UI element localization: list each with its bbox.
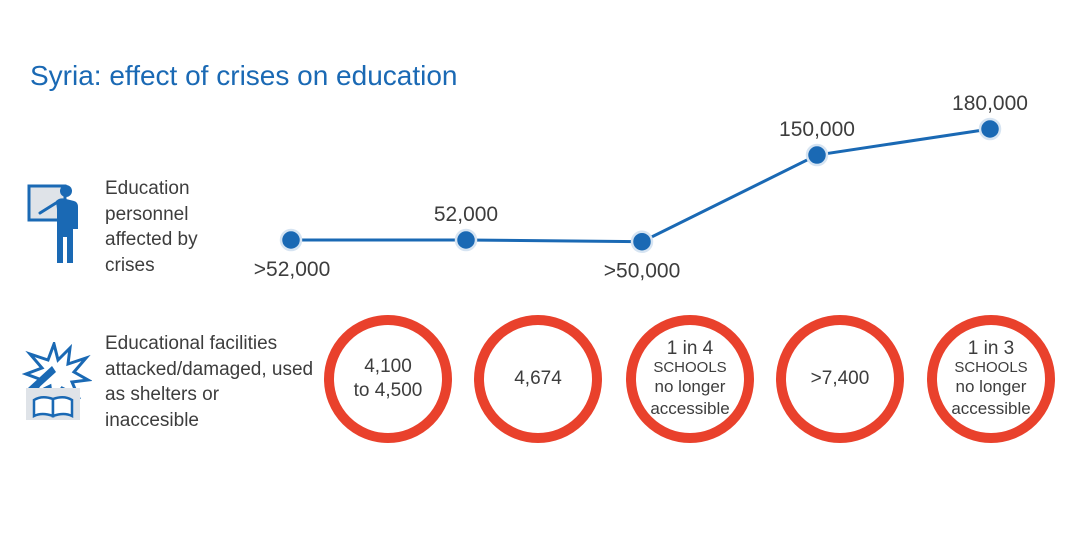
facility-note: no longer accessible [650,377,730,418]
facility-circle: 4,100 to 4,500 [324,315,452,443]
data-point [630,230,654,253]
data-label: 150,000 [779,118,855,141]
facility-unit: SCHOOLS [653,359,727,376]
page-title: Syria: effect of crises on education [30,60,458,91]
facility-ratio: 1 in 3 [967,338,1015,359]
data-label: >52,000 [254,258,331,281]
data-point [978,117,1002,141]
facility-circle: >7,400 [776,315,904,443]
school-damage-icon [22,342,92,420]
facility-value: >7,400 [810,368,870,389]
personnel-line-chart: >52,000 52,000 >50,000 150,000 180,000 [254,92,1028,283]
facility-value: 4,100 to 4,500 [353,356,423,401]
series-line [291,127,991,244]
facility-note: no longer accessible [951,377,1031,418]
facility-ratio: 1 in 4 [666,338,714,359]
facility-circle: 1 in 4 SCHOOLS no longer accessible [626,315,754,443]
data-point [279,228,303,252]
teacher-icon [27,184,78,263]
facilities-row-label: Educational facilities attacked/damaged,… [105,333,314,431]
personnel-row-label: Education personnel affected by crises [105,178,198,276]
data-point [454,228,478,252]
data-label: >50,000 [604,260,681,283]
facility-circle: 4,674 [474,315,602,443]
facility-unit: SCHOOLS [954,359,1028,376]
facility-value: 4,674 [514,368,562,389]
data-label: 180,000 [952,92,1028,115]
data-label: 52,000 [434,203,498,226]
facility-circle: 1 in 3 SCHOOLS no longer accessible [927,315,1055,443]
data-point [805,143,829,167]
